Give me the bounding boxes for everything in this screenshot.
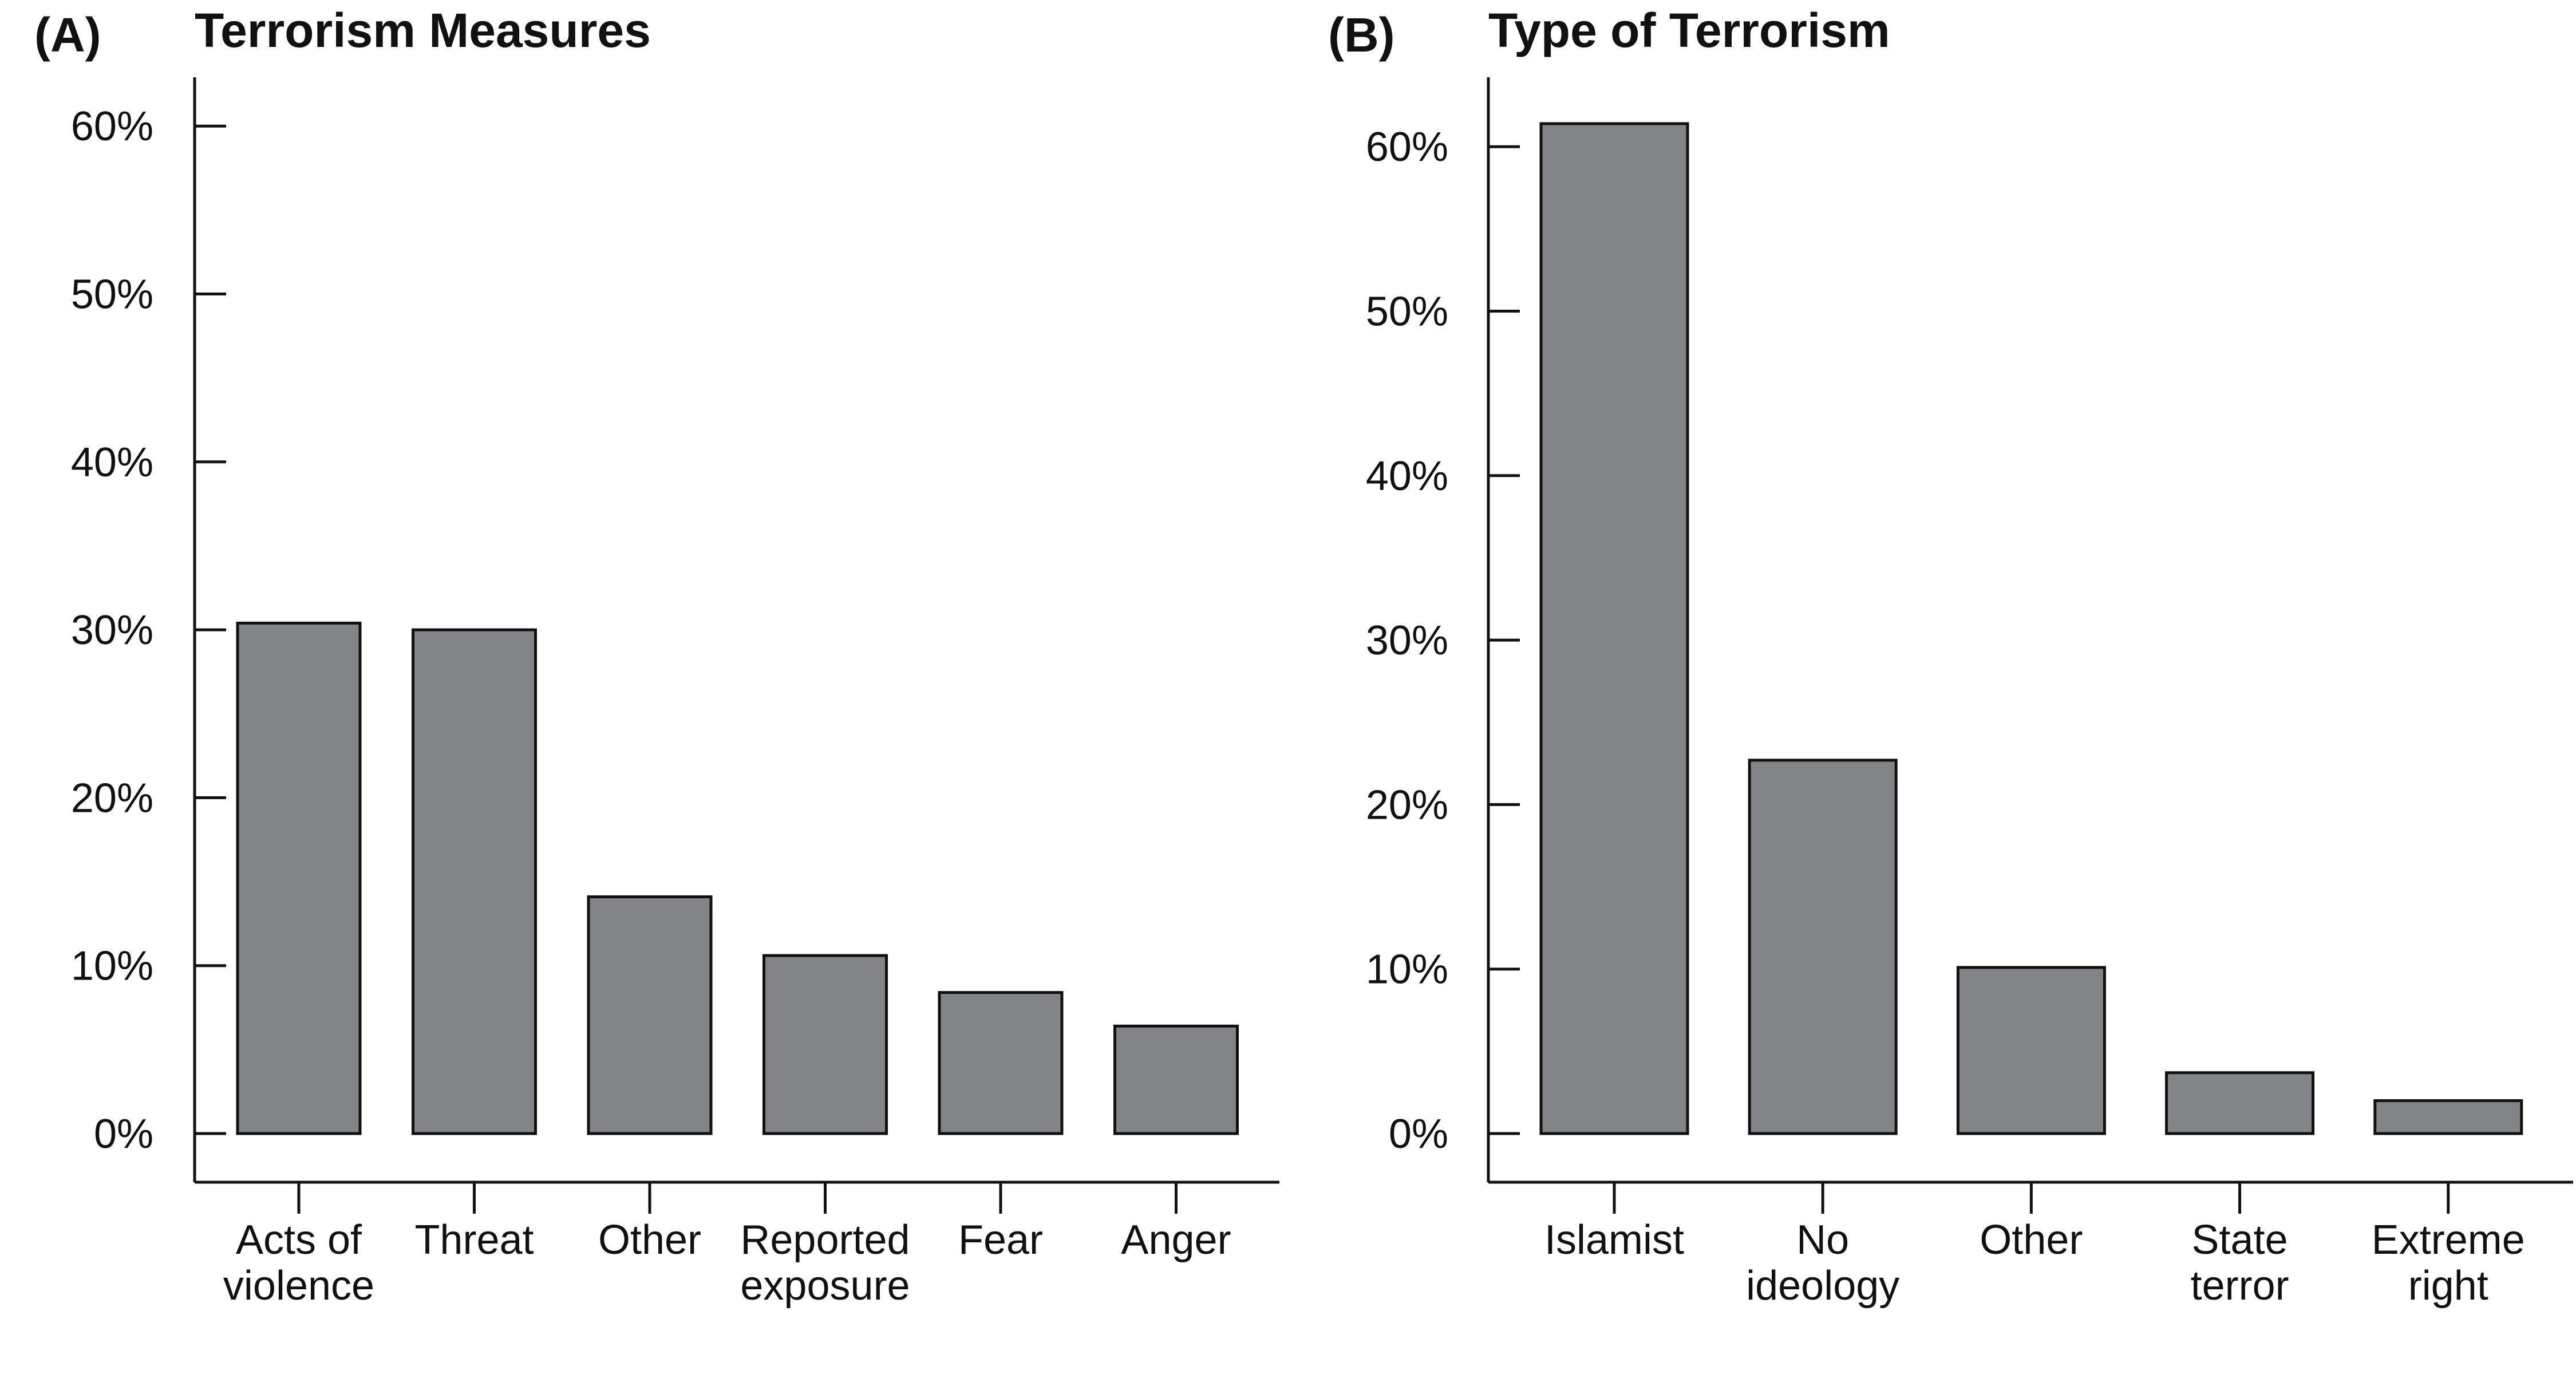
panel-a-title: Terrorism Measures [195, 3, 651, 57]
panel-a-category-label: Threat [414, 1217, 534, 1263]
panel-a-y-tick-label: 0% [94, 1111, 153, 1157]
panel-a-category-label: Acts of violence [223, 1217, 374, 1309]
panel-b-y-tick-label: 10% [1366, 947, 1448, 993]
panel-b-bar [1539, 122, 1689, 1135]
panel-b-y-tick-label: 0% [1389, 1111, 1448, 1157]
panel-a-bar [938, 991, 1064, 1135]
panel-b-y-tick-label: 40% [1366, 453, 1448, 499]
panel-b-category-label: Islamist [1544, 1217, 1684, 1263]
panel-b-bar [1956, 966, 2106, 1135]
panel-a: (A) Terrorism Measures 0% 10% 20% 30% 40% 50%… [34, 3, 1279, 1309]
panel-a-category-label: Other [598, 1217, 701, 1263]
panel-b-bar [1748, 759, 1898, 1135]
panel-a-bar [587, 895, 713, 1135]
panel-b-bar [2373, 1099, 2523, 1135]
panel-b-y-tick-label: 30% [1366, 618, 1448, 664]
panel-a-bar [762, 954, 888, 1135]
panel-a-y-tick-label: 60% [71, 104, 153, 149]
panel-b: (B) Type of Terrorism 0% 10% 20% 30% 40% 50% 6… [1328, 3, 2573, 1309]
panel-b-category-label: Extreme right [2372, 1217, 2525, 1309]
panel-a-bar [1113, 1024, 1239, 1135]
panel-b-y-tick-label: 50% [1366, 289, 1448, 335]
panel-b-title: Type of Terrorism [1488, 3, 1890, 57]
panel-b-y-tick-label: 60% [1366, 124, 1448, 170]
panel-b-category-label: No ideology [1746, 1217, 1899, 1309]
panel-a-bar [236, 621, 362, 1135]
panel-a-y-tick-label: 30% [71, 607, 153, 653]
panel-b-category-label: State terror [2191, 1217, 2289, 1309]
panel-a-y-tick-label: 20% [71, 775, 153, 821]
panel-a-category-label: Anger [1121, 1217, 1231, 1263]
panel-a-y-tick-label: 50% [71, 272, 153, 318]
panel-a-label: (A) [34, 8, 101, 62]
panel-a-bar [412, 628, 537, 1135]
panel-a-category-label: Reported exposure [740, 1217, 910, 1309]
panel-b-y-tick-label: 20% [1366, 782, 1448, 828]
panel-b-bar [2165, 1071, 2315, 1135]
panel-a-y-tick-label: 40% [71, 440, 153, 485]
panel-b-label: (B) [1328, 8, 1395, 62]
panel-a-y-tick-label: 10% [71, 943, 153, 989]
panel-a-category-label: Fear [958, 1217, 1043, 1263]
panel-b-category-label: Other [1980, 1217, 2083, 1263]
